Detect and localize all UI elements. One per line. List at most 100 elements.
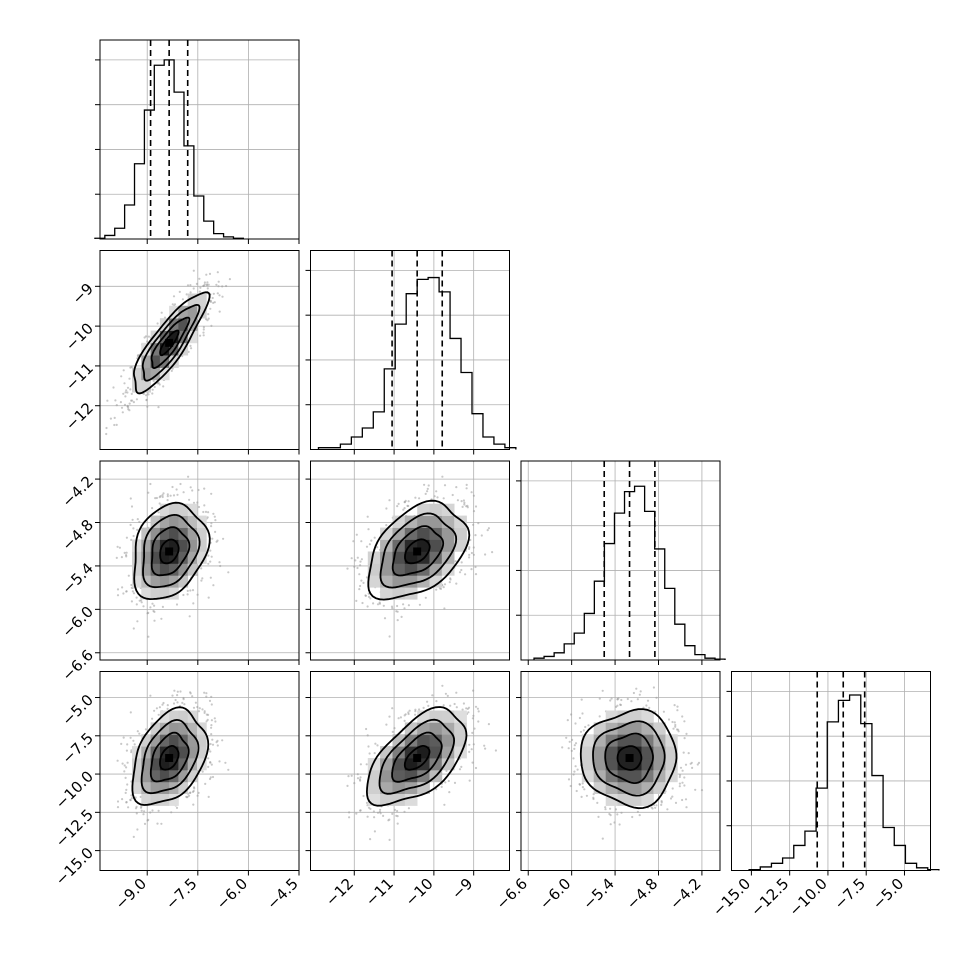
scatter-point bbox=[153, 619, 156, 622]
scatter-point bbox=[210, 719, 213, 722]
scatter-point bbox=[424, 492, 427, 495]
scatter-point bbox=[616, 704, 619, 707]
scatter-point bbox=[378, 602, 381, 605]
scatter-panel-0-2: −6.6 −6.0 −5.4 −4.8 −4.2 bbox=[59, 460, 300, 685]
scatter-point bbox=[636, 698, 639, 701]
scatter-point bbox=[225, 284, 228, 288]
scatter-point bbox=[472, 510, 476, 513]
scatter-point bbox=[352, 540, 355, 543]
scatter-point bbox=[203, 504, 206, 507]
scatter-point bbox=[376, 811, 380, 814]
scatter-point bbox=[372, 602, 375, 605]
scatter-point bbox=[123, 382, 126, 385]
scatter-point bbox=[390, 605, 394, 608]
density-cell bbox=[132, 539, 142, 552]
scatter-point bbox=[124, 791, 127, 795]
scatter-point bbox=[639, 690, 642, 693]
scatter-point bbox=[676, 709, 679, 712]
density-cell bbox=[629, 769, 642, 783]
density-cell bbox=[441, 734, 455, 747]
scatter-point bbox=[179, 482, 182, 486]
scatter-point bbox=[208, 272, 212, 275]
panel-frame bbox=[99, 460, 300, 661]
scatter-point bbox=[116, 588, 120, 591]
scatter-point bbox=[202, 334, 205, 337]
scatter-point bbox=[471, 717, 474, 720]
scatter-point bbox=[355, 812, 358, 815]
density-cell bbox=[150, 367, 161, 381]
scatter-point bbox=[126, 743, 129, 746]
scatter-point bbox=[376, 546, 379, 549]
scatter-point bbox=[474, 565, 477, 569]
density-cell bbox=[454, 527, 467, 540]
scatter-point bbox=[203, 281, 206, 284]
scatter-point bbox=[367, 745, 370, 748]
density-cell bbox=[441, 563, 455, 576]
density-cell bbox=[367, 769, 381, 783]
scatter-point bbox=[470, 551, 473, 555]
scatter-point bbox=[191, 695, 194, 698]
scatter-point bbox=[443, 803, 446, 806]
scatter-point bbox=[660, 801, 663, 804]
scatter-point bbox=[176, 493, 179, 496]
density-cell bbox=[187, 563, 198, 576]
scatter-point bbox=[185, 293, 188, 296]
scatter-point bbox=[684, 798, 688, 801]
x-tick-label: −12 bbox=[322, 875, 357, 910]
density-cell bbox=[392, 746, 406, 759]
scatter-point bbox=[360, 540, 363, 543]
histogram-panel-1 bbox=[305, 250, 517, 455]
scatter-point bbox=[636, 810, 640, 813]
scatter-point bbox=[207, 554, 210, 557]
scatter-point bbox=[422, 706, 425, 710]
y-tick-label: −4.8 bbox=[59, 516, 97, 554]
scatter-point bbox=[396, 619, 399, 622]
contour-level bbox=[403, 745, 431, 771]
scatter-point bbox=[385, 723, 388, 726]
x-tick-label: −12.5 bbox=[747, 875, 792, 920]
scatter-point bbox=[199, 334, 202, 337]
density-cell bbox=[159, 515, 170, 528]
scatter-point bbox=[483, 744, 486, 747]
scatter-point bbox=[468, 779, 471, 782]
scatter-point bbox=[182, 491, 185, 494]
scatter-point bbox=[139, 795, 142, 799]
scatter-point bbox=[368, 752, 371, 755]
scatter-point bbox=[376, 744, 379, 747]
scatter-point bbox=[153, 709, 156, 712]
scatter-point bbox=[574, 722, 577, 725]
density-cell bbox=[159, 746, 170, 759]
scatter-point bbox=[157, 809, 160, 812]
scatter-point bbox=[468, 547, 471, 551]
scatter-point bbox=[407, 504, 410, 508]
scatter-point bbox=[468, 546, 471, 549]
contour-level bbox=[592, 720, 666, 797]
scatter-point bbox=[491, 551, 494, 554]
scatter-point bbox=[474, 705, 478, 708]
density-cell bbox=[159, 734, 170, 747]
density-peak bbox=[165, 338, 174, 347]
scatter-point bbox=[438, 458, 440, 460]
scatter-point bbox=[166, 493, 169, 496]
scatter-point bbox=[170, 811, 173, 814]
scatter-point bbox=[654, 710, 657, 713]
scatter-point bbox=[443, 607, 446, 610]
contour-level bbox=[604, 732, 654, 785]
density-cell bbox=[150, 527, 161, 540]
y-tick-label: −6.6 bbox=[59, 646, 97, 684]
scatter-point bbox=[197, 488, 200, 492]
contour-level bbox=[579, 708, 678, 810]
scatter-point bbox=[436, 496, 439, 499]
scatter-point bbox=[210, 492, 213, 495]
scatter-point bbox=[228, 278, 231, 281]
scatter-point bbox=[470, 568, 473, 571]
density-cell bbox=[169, 539, 179, 552]
x-tick-label: −11 bbox=[362, 875, 397, 910]
scatter-point bbox=[218, 561, 221, 564]
scatter-point bbox=[619, 703, 623, 707]
scatter-point bbox=[463, 503, 466, 506]
scatter-point bbox=[468, 556, 471, 559]
scatter-point bbox=[142, 813, 145, 816]
scatter-point bbox=[200, 579, 203, 582]
density-cell bbox=[169, 587, 179, 600]
